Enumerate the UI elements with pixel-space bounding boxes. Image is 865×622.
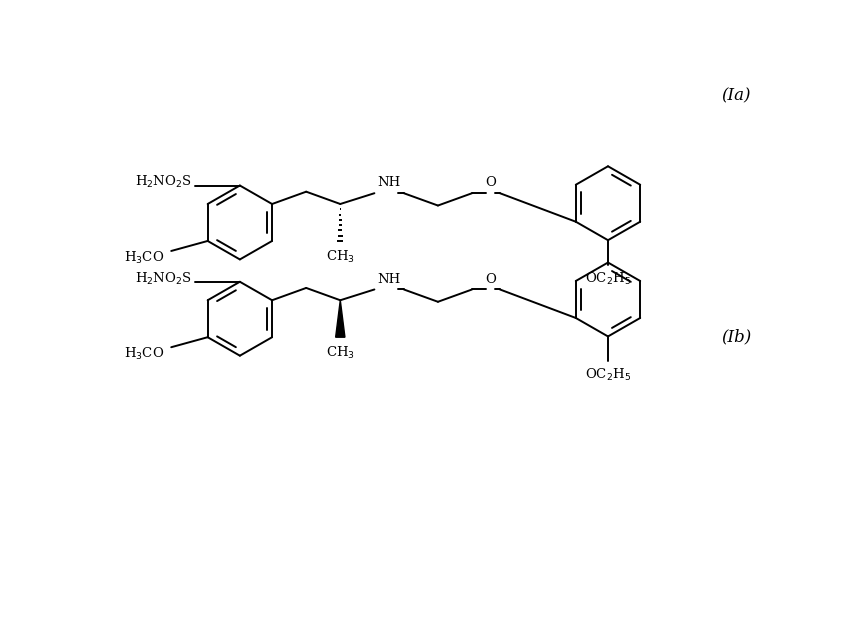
Text: OC$_2$H$_5$: OC$_2$H$_5$ bbox=[585, 271, 631, 287]
Text: NH: NH bbox=[377, 272, 400, 285]
Text: (Ia): (Ia) bbox=[721, 87, 751, 104]
Text: H$_2$NO$_2$S: H$_2$NO$_2$S bbox=[135, 271, 192, 287]
Text: O: O bbox=[485, 272, 497, 285]
Text: O: O bbox=[485, 177, 497, 189]
Polygon shape bbox=[336, 300, 345, 337]
Text: OC$_2$H$_5$: OC$_2$H$_5$ bbox=[585, 367, 631, 383]
Text: H$_3$CO: H$_3$CO bbox=[124, 250, 164, 266]
Text: (Ib): (Ib) bbox=[721, 328, 751, 345]
Text: NH: NH bbox=[377, 177, 400, 189]
Text: CH$_3$: CH$_3$ bbox=[326, 249, 355, 265]
Text: H$_2$NO$_2$S: H$_2$NO$_2$S bbox=[135, 174, 192, 190]
Text: H$_3$CO: H$_3$CO bbox=[124, 346, 164, 362]
Text: CH$_3$: CH$_3$ bbox=[326, 345, 355, 361]
